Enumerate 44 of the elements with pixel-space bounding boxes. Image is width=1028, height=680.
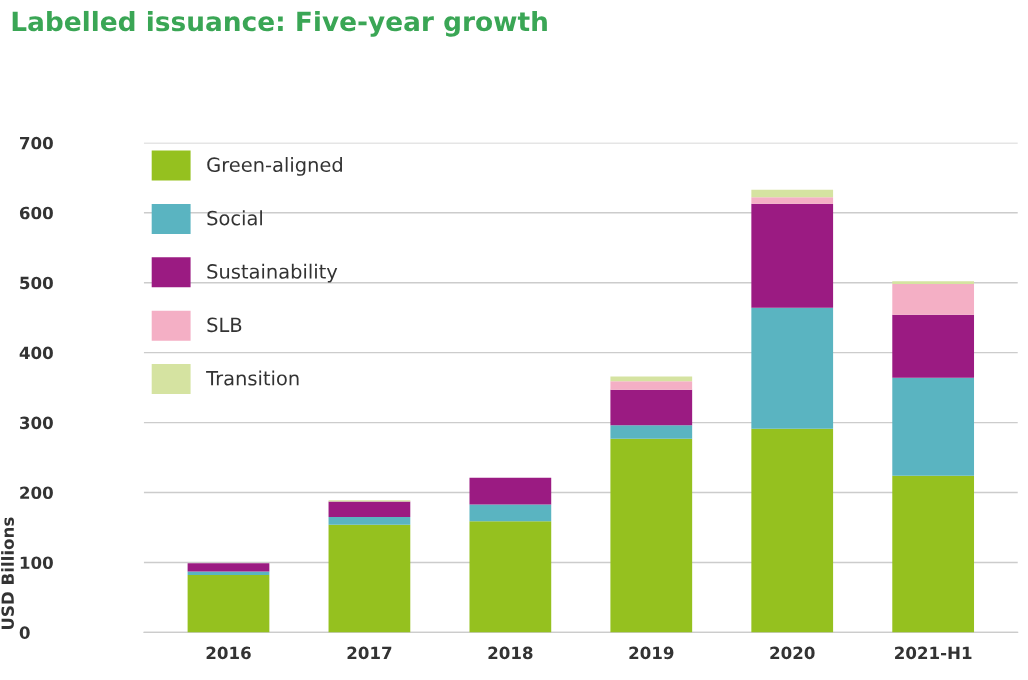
bar: [892, 314, 975, 378]
legend-label: Transition: [206, 370, 299, 386]
bar: [469, 521, 552, 633]
y-tick-label: 200: [20, 486, 53, 500]
legend-label: Green-aligned: [207, 157, 342, 176]
bar: [469, 504, 552, 522]
bar: [610, 376, 693, 382]
y-tick-label: 400: [19, 346, 53, 360]
bar: [610, 389, 693, 426]
x-tick-label: 2021-H1: [895, 646, 972, 660]
x-tick-label: 2019: [629, 646, 674, 660]
x-tick-label: 2016: [206, 646, 251, 660]
bar: [892, 475, 975, 633]
bar: [751, 197, 834, 204]
y-tick-label: 600: [19, 206, 53, 220]
bar: [892, 281, 975, 285]
legend-label: Sustainability: [207, 263, 338, 283]
y-tick-label: 100: [20, 556, 53, 570]
y-tick-label: 300: [20, 416, 53, 430]
x-tick-label: 2020: [770, 646, 815, 660]
bar: [187, 575, 270, 633]
legend-label: Social: [207, 210, 262, 226]
bar: [751, 307, 834, 429]
bar: [751, 203, 834, 308]
bar: [610, 425, 693, 439]
bar: [610, 438, 693, 633]
y-tick-label: 0: [19, 626, 30, 639]
bar: [469, 477, 552, 505]
bar: [328, 501, 411, 517]
chart-title: Labelled issuance: Five-year growth: [12, 10, 547, 37]
bar: [610, 381, 693, 390]
bar: [892, 284, 975, 315]
x-tick-label: 2017: [347, 646, 392, 660]
x-tick-label: 2018: [488, 646, 533, 660]
bar: [751, 428, 834, 633]
y-tick-label: 700: [20, 136, 53, 150]
bar: [892, 377, 975, 476]
y-tick-label: 500: [20, 276, 53, 290]
bar: [751, 189, 834, 198]
bar: [328, 524, 411, 633]
y-axis-title: USD Billions: [1, 517, 14, 630]
bar: [187, 563, 270, 572]
legend-label: SLB: [207, 317, 242, 333]
bar: [328, 516, 411, 525]
